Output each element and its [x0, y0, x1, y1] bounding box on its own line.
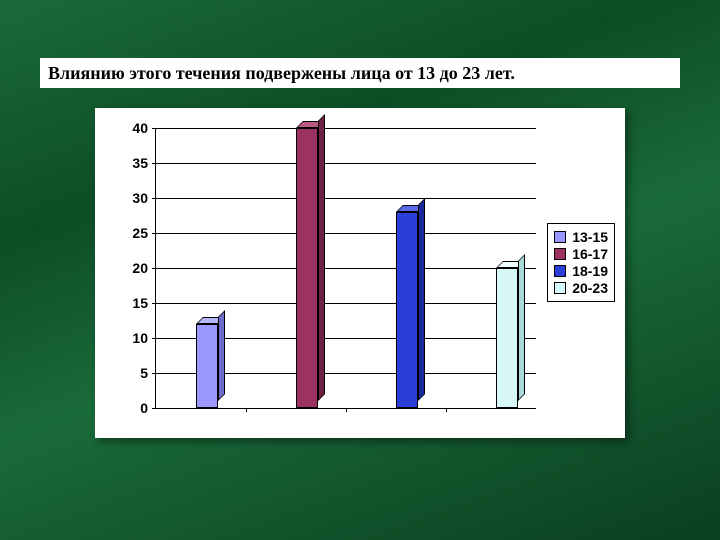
slide: Влиянию этого течения подвержены лица от… [0, 0, 720, 540]
y-tick-label: 40 [132, 120, 156, 136]
legend-row: 13-15 [554, 229, 608, 245]
y-tick-label: 30 [132, 190, 156, 206]
x-tick-mark [346, 408, 347, 412]
grid-line [156, 128, 536, 129]
y-tick-label: 5 [140, 365, 156, 381]
y-tick-label: 20 [132, 260, 156, 276]
x-tick-mark [246, 408, 247, 412]
y-tick-label: 0 [140, 400, 156, 416]
y-tick-label: 25 [132, 225, 156, 241]
legend-label: 20-23 [572, 280, 608, 296]
legend-swatch [554, 231, 566, 243]
plot-area: 0510152025303540 [155, 128, 536, 409]
legend-label: 13-15 [572, 229, 608, 245]
grid-line [156, 303, 536, 304]
grid-line [156, 268, 536, 269]
legend-swatch [554, 282, 566, 294]
chart-inner: 0510152025303540 13-1516-1718-1920-23 [95, 108, 625, 438]
legend-row: 16-17 [554, 246, 608, 262]
title-box: Влиянию этого течения подвержены лица от… [40, 58, 680, 88]
chart-container: 0510152025303540 13-1516-1718-1920-23 [95, 108, 625, 438]
bar [396, 212, 418, 408]
bar [296, 128, 318, 408]
y-tick-label: 10 [132, 330, 156, 346]
bar [496, 268, 518, 408]
page-title: Влиянию этого течения подвержены лица от… [48, 63, 515, 84]
y-tick-label: 15 [132, 295, 156, 311]
legend-swatch [554, 265, 566, 277]
grid-line [156, 198, 536, 199]
grid-line [156, 233, 536, 234]
legend-label: 18-19 [572, 263, 608, 279]
y-tick-label: 35 [132, 155, 156, 171]
x-tick-mark [446, 408, 447, 412]
bar [196, 324, 218, 408]
legend-row: 18-19 [554, 263, 608, 279]
grid-line [156, 163, 536, 164]
legend-swatch [554, 248, 566, 260]
legend-label: 16-17 [572, 246, 608, 262]
legend: 13-1516-1718-1920-23 [547, 223, 615, 302]
legend-row: 20-23 [554, 280, 608, 296]
